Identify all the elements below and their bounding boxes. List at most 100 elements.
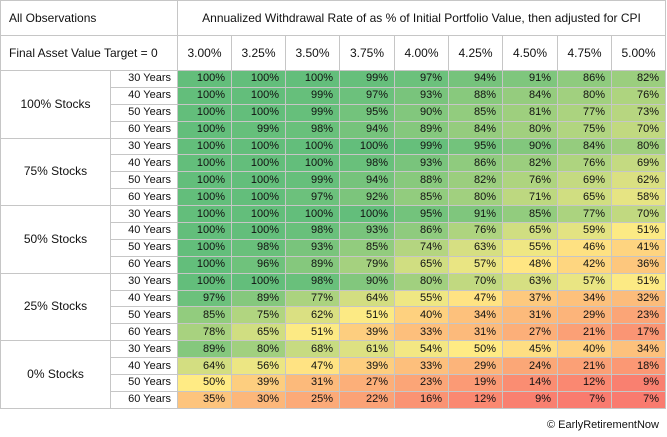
success-rate-cell: 100%: [177, 222, 232, 240]
success-rate-cell: 42%: [557, 255, 612, 274]
success-rate-cell: 21%: [557, 323, 612, 342]
success-rate-cell: 99%: [394, 137, 449, 156]
rate-header: 3.75%: [339, 35, 395, 71]
success-rate-cell: 100%: [231, 171, 286, 190]
table-row: 60 Years 78% 65% 51% 39% 33% 31% 27% 21% 17%: [1, 323, 666, 342]
success-rate-cell: 100%: [177, 171, 232, 190]
success-rate-cell: 27%: [339, 374, 395, 392]
allocation-label: 75% Stocks: [0, 137, 111, 207]
table-row: 40 Years 100% 100% 98% 93% 86% 76% 65% 59% 51%: [1, 222, 666, 240]
success-rate-cell: 65%: [394, 255, 449, 274]
success-rate-cell: 51%: [611, 272, 666, 291]
success-rate-cell: 90%: [339, 272, 395, 291]
success-rate-cell: 45%: [502, 340, 558, 359]
success-rate-cell: 90%: [502, 137, 558, 156]
success-rate-cell: 99%: [231, 120, 286, 139]
success-rate-cell: 84%: [502, 86, 558, 105]
copyright-footer: © EarlyRetirementNow: [546, 419, 659, 431]
success-rate-cell: 100%: [177, 154, 232, 173]
table-row: 0% Stocks 30 Years 89% 80% 68% 61% 54% 50% 45% 40…: [0, 340, 666, 409]
success-rate-cell: 100%: [285, 154, 340, 173]
success-rate-cell: 82%: [448, 171, 503, 190]
success-rate-cell: 81%: [502, 103, 558, 122]
success-rate-cell: 99%: [285, 86, 340, 105]
success-rate-cell: 95%: [394, 205, 449, 224]
success-rate-cell: 98%: [285, 222, 340, 240]
success-rate-cell: 97%: [339, 86, 395, 105]
success-rate-cell: 80%: [394, 272, 449, 291]
rate-header: 5.00%: [611, 35, 666, 71]
success-rate-cell: 7%: [611, 390, 666, 409]
success-rate-cell: 86%: [557, 70, 612, 88]
table-row: 50% Stocks 30 Years 100% 100% 100% 100% 95% 91%…: [0, 205, 666, 274]
success-rate-cell: 54%: [394, 340, 449, 359]
success-rate-cell: 98%: [285, 120, 340, 139]
success-rate-cell: 89%: [177, 340, 232, 359]
success-rate-cell: 85%: [339, 238, 395, 257]
success-rate-cell: 48%: [502, 255, 558, 274]
success-rate-cell: 75%: [557, 120, 612, 139]
success-rate-cell: 56%: [231, 357, 286, 376]
success-rate-cell: 100%: [231, 70, 286, 88]
success-rate-cell: 63%: [448, 238, 503, 257]
table-title: Annualized Withdrawal Rate of as % of In…: [177, 0, 666, 36]
success-rate-cell: 82%: [611, 70, 666, 88]
success-rate-cell: 94%: [339, 120, 395, 139]
success-rate-cell: 80%: [231, 340, 286, 359]
horizon-label: 50 Years: [110, 238, 178, 257]
success-rate-cell: 33%: [394, 323, 449, 342]
table-row: 50 Years 85% 75% 62% 51% 40% 34% 31% 29% 23%: [1, 306, 666, 325]
success-rate-cell: 97%: [177, 289, 232, 308]
success-rate-cell: 85%: [448, 103, 503, 122]
success-rate-cell: 76%: [557, 154, 612, 173]
success-rate-cell: 86%: [394, 222, 449, 240]
success-rate-cell: 93%: [339, 222, 395, 240]
success-rate-cell: 76%: [448, 222, 503, 240]
success-rate-cell: 22%: [339, 390, 395, 409]
table-row: 50 Years 100% 100% 99% 95% 90% 85% 81% 77% 73%: [1, 103, 666, 122]
success-rate-cell: 100%: [177, 86, 232, 105]
success-rate-cell: 88%: [448, 86, 503, 105]
success-rate-cell: 51%: [339, 306, 395, 325]
success-rate-cell: 93%: [394, 154, 449, 173]
success-rate-cell: 80%: [611, 137, 666, 156]
success-rate-cell: 80%: [557, 86, 612, 105]
success-rate-cell: 36%: [611, 255, 666, 274]
success-rate-table: All Observations Annualized Withdrawal R…: [0, 0, 666, 409]
success-rate-cell: 100%: [231, 188, 286, 207]
success-rate-cell: 17%: [611, 323, 666, 342]
success-rate-cell: 31%: [448, 323, 503, 342]
success-rate-cell: 69%: [557, 171, 612, 190]
success-rate-cell: 9%: [611, 374, 666, 392]
success-rate-cell: 64%: [339, 289, 395, 308]
success-rate-cell: 23%: [611, 306, 666, 325]
horizon-label: 40 Years: [110, 289, 178, 308]
table-row: 40 Years 97% 89% 77% 64% 55% 47% 37% 34% 32%: [1, 289, 666, 308]
success-rate-cell: 58%: [611, 188, 666, 207]
success-rate-cell: 100%: [285, 70, 340, 88]
success-rate-cell: 84%: [557, 137, 612, 156]
horizon-label: 30 Years: [110, 137, 178, 156]
allocation-label: 25% Stocks: [0, 272, 111, 342]
success-rate-cell: 88%: [394, 171, 449, 190]
success-rate-cell: 39%: [339, 323, 395, 342]
success-rate-cell: 68%: [285, 340, 340, 359]
success-rate-cell: 59%: [557, 222, 612, 240]
success-rate-cell: 77%: [557, 205, 612, 224]
success-rate-cell: 19%: [448, 374, 503, 392]
horizon-label: 30 Years: [110, 70, 178, 88]
success-rate-cell: 100%: [177, 70, 232, 88]
success-rate-cell: 63%: [502, 272, 558, 291]
success-rate-cell: 61%: [339, 340, 395, 359]
success-rate-cell: 46%: [557, 238, 612, 257]
table-row: 40 Years 64% 56% 47% 39% 33% 29% 24% 21% 18%: [1, 357, 666, 376]
success-rate-cell: 79%: [339, 255, 395, 274]
success-rate-cell: 21%: [557, 357, 612, 376]
success-rate-cell: 100%: [339, 137, 395, 156]
horizon-label: 40 Years: [110, 86, 178, 105]
allocation-label: 50% Stocks: [0, 205, 111, 274]
success-rate-cell: 100%: [231, 154, 286, 173]
horizon-label: 30 Years: [110, 272, 178, 291]
table-row: 40 Years 100% 100% 100% 98% 93% 86% 82% 76% 69%: [1, 154, 666, 173]
